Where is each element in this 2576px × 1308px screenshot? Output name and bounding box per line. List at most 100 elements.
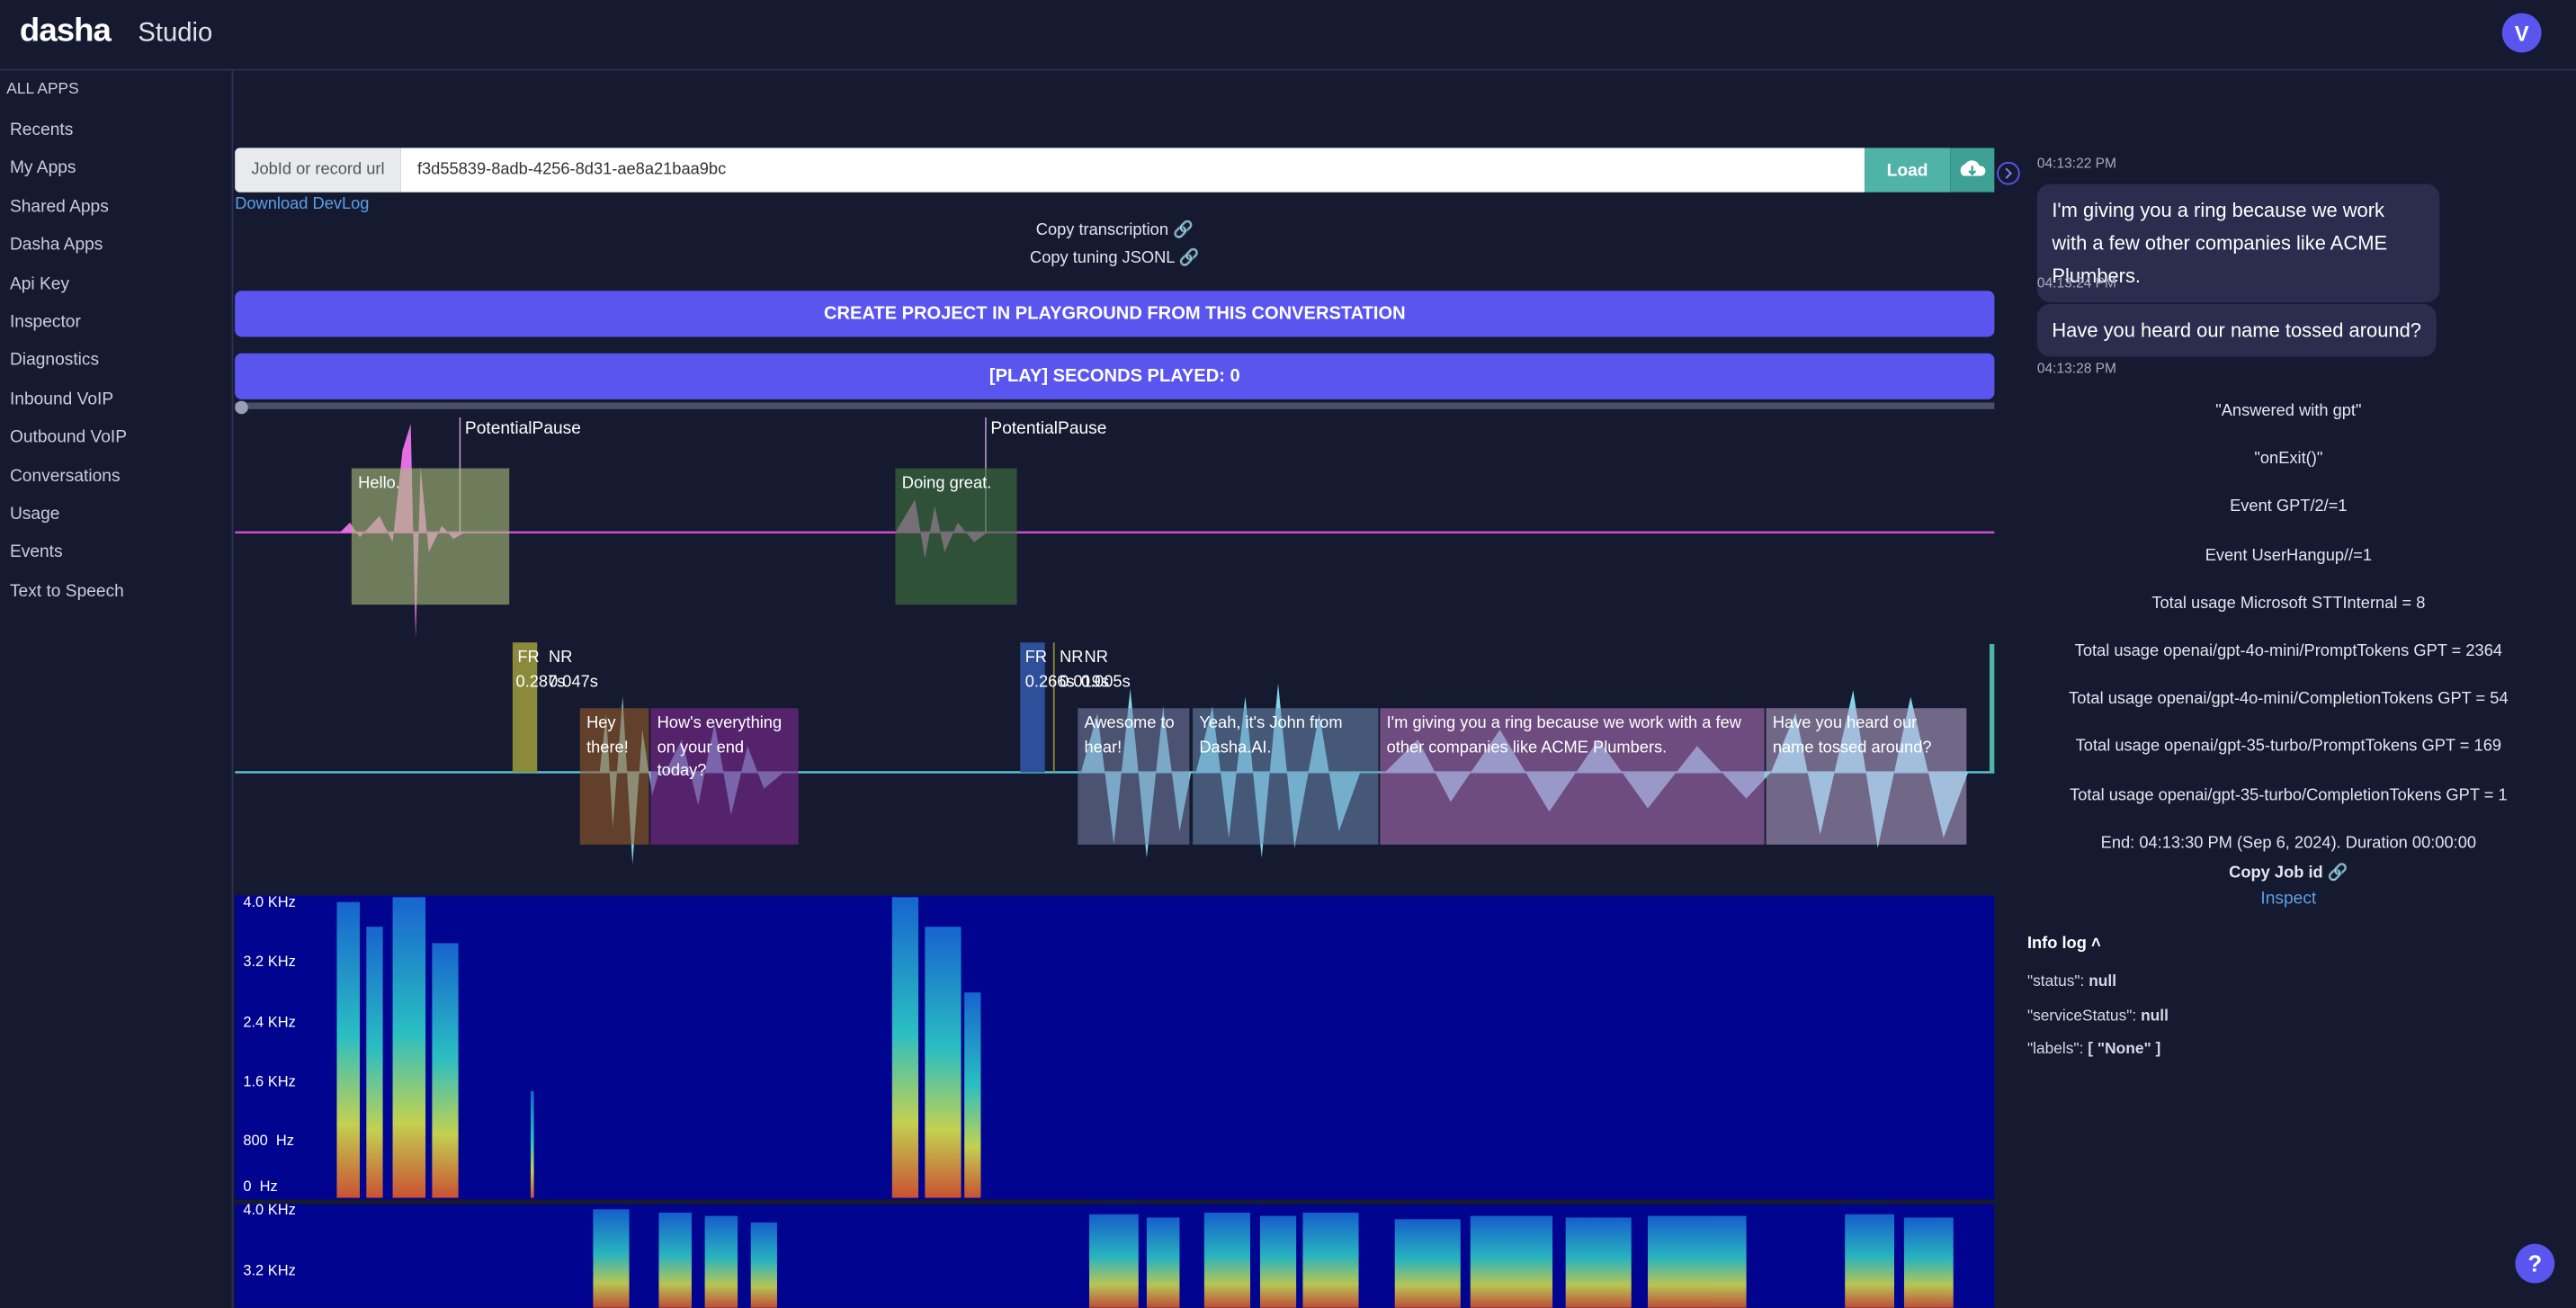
help-button[interactable]: ? (2515, 1243, 2555, 1284)
sidebar-item[interactable]: Inbound VoIP (9, 389, 114, 409)
info-log-toggle[interactable]: Info log ˄ (2026, 935, 2101, 954)
copy-link[interactable]: Copy transcription 🔗 (1035, 221, 1194, 240)
message-time: 04:13:28 PM (2036, 360, 2116, 377)
copy-link-text[interactable]: Copy tuning JSONL (1030, 249, 1175, 268)
edge-marker (1989, 644, 1995, 773)
info-log-title[interactable]: Info log (2026, 935, 2087, 954)
frequency-label: 3.2 KHz (243, 953, 296, 970)
message-time: 04:13:24 PM (2036, 274, 2116, 291)
logo[interactable]: dasha (19, 13, 112, 49)
segment[interactable]: Yeah, it's John from Dasha.AI. (1193, 708, 1379, 845)
info-key: "status": (2026, 972, 2085, 991)
flag-bar (512, 642, 538, 773)
frequency-label: 1.6 KHz (243, 1072, 296, 1089)
sidebar-item[interactable]: Outbound VoIP (9, 427, 128, 448)
progress-track (235, 402, 1995, 409)
event-line: End: 04:13:30 PM (Sep 6, 2024). Duration… (2100, 834, 2477, 853)
sidebar-section: ALL APPS (6, 80, 79, 99)
inspect-link[interactable]: Inspect (2260, 889, 2317, 909)
event-line: Event UserHangup//=1 (2205, 546, 2372, 565)
frequency-label: 4.0 KHz (243, 893, 296, 910)
info-value: null (2089, 972, 2117, 991)
flag-time: 0.047s (549, 673, 598, 692)
frequency-label: 0 Hz (243, 1178, 278, 1195)
flag-bar (1020, 642, 1045, 773)
spectrogram (235, 895, 1995, 1200)
frequency-label: 800 Hz (243, 1132, 295, 1149)
avatar[interactable]: V (2501, 13, 2542, 53)
flag-time: 0.287s (515, 673, 566, 692)
input-label: JobId or record url (235, 148, 401, 193)
info-key: "serviceStatus": (2026, 1007, 2137, 1026)
sidebar (0, 70, 234, 1308)
segment[interactable]: How's everything on your end today? (650, 708, 799, 845)
flag-label: NR (1060, 649, 1084, 667)
job-input[interactable]: f3d55839-8adb-4256-8d31-ae8a21baa9bc (400, 148, 1865, 193)
chat-message: I'm giving you a ring because we work wi… (2036, 184, 2440, 303)
info-key: "labels": (2026, 1040, 2084, 1059)
event-line: Total usage openai/gpt-4o-mini/Completio… (2069, 690, 2509, 709)
info-entry: "status": null (2027, 972, 2116, 990)
frequency-label: 4.0 KHz (243, 1201, 296, 1218)
frequency-label: 2.4 KHz (243, 1013, 296, 1031)
download-link[interactable]: Download DevLog (235, 195, 370, 214)
product-name: Studio (138, 19, 213, 48)
sidebar-item[interactable]: Diagnostics (9, 350, 100, 371)
event-line: "Answered with gpt" (2215, 402, 2362, 421)
info-value: [ "None" ] (2088, 1040, 2161, 1059)
event-line: Total usage openai/gpt-4o-mini/PromptTok… (2074, 642, 2503, 661)
copy-link-text[interactable]: Copy transcription (1035, 221, 1168, 240)
message-time: 04:13:22 PM (2036, 154, 2116, 171)
segment[interactable]: Hello. (351, 468, 510, 605)
segment[interactable]: Doing great. (895, 468, 1017, 605)
segment[interactable]: I'm giving you a ring because we work wi… (1380, 708, 1765, 845)
event-line: Total usage Microsoft STTInternal = 8 (2151, 594, 2426, 613)
event-line: Total usage openai/gpt-35-turbo/Completi… (2070, 786, 2508, 805)
event-line: Event GPT/2/=1 (2230, 498, 2348, 517)
create-project-button[interactable]: CREATE PROJECT IN PLAYGROUND FROM THIS C… (235, 291, 1995, 337)
chat-message: Have you heard our name tossed around? (2036, 303, 2437, 357)
sidebar-item[interactable]: My Apps (9, 158, 76, 178)
segment[interactable]: Have you heard our name tossed around? (1766, 708, 1967, 845)
cloud-button[interactable] (1950, 148, 1995, 193)
flag-label: FR (517, 649, 540, 667)
progress-thumb[interactable] (235, 400, 248, 415)
collapse-toggle[interactable] (1996, 161, 2020, 185)
segment[interactable]: Hey there! (579, 708, 649, 845)
header (0, 0, 2576, 71)
sidebar-item[interactable]: Dasha Apps (9, 235, 103, 255)
flag-label: FR (1024, 649, 1048, 667)
info-entry: "serviceStatus": null (2027, 1008, 2169, 1026)
sidebar-item[interactable]: Inspector (9, 312, 81, 332)
info-entry: "labels": [ "None" ] (2027, 1040, 2160, 1058)
event-line: Total usage openai/gpt-35-turbo/PromptTo… (2075, 738, 2502, 757)
sidebar-item[interactable]: Api Key (9, 273, 70, 294)
flag-time: 0.019s (1060, 673, 1109, 692)
sidebar-item[interactable]: Shared Apps (9, 196, 109, 217)
pause-label: PotentialPause (464, 418, 581, 439)
spectrogram-energy (336, 897, 981, 1198)
load-button[interactable]: Load (1865, 148, 1951, 193)
sidebar-item[interactable]: Recents (9, 120, 74, 140)
play-button[interactable]: [PLAY] SECONDS PLAYED: 0 (235, 353, 1995, 399)
segment[interactable]: Awesome to hear! (1078, 708, 1190, 845)
copy-job-text[interactable]: Copy Job id (2229, 864, 2323, 882)
copy-job-link[interactable]: Copy Job id 🔗 (2229, 864, 2348, 882)
sidebar-item[interactable]: Events (9, 542, 63, 563)
pause-label: PotentialPause (990, 418, 1107, 439)
sidebar-item[interactable]: Usage (9, 504, 60, 524)
sidebar-item[interactable]: Conversations (9, 465, 121, 486)
sidebar-item[interactable]: Text to Speech (9, 581, 124, 602)
info-value: null (2141, 1007, 2169, 1026)
flag-bar (1052, 642, 1055, 773)
flag-time: 0.266s (1024, 673, 1075, 692)
flag-label: NR (549, 649, 573, 667)
spectrogram-energy (593, 1209, 1954, 1308)
copy-link[interactable]: Copy tuning JSONL 🔗 (1030, 249, 1200, 268)
flag-label: NR (1084, 649, 1108, 667)
event-line: "onExit()" (2254, 450, 2323, 469)
flag-time: 0.005s (1080, 673, 1131, 692)
frequency-label: 3.2 KHz (243, 1261, 296, 1279)
